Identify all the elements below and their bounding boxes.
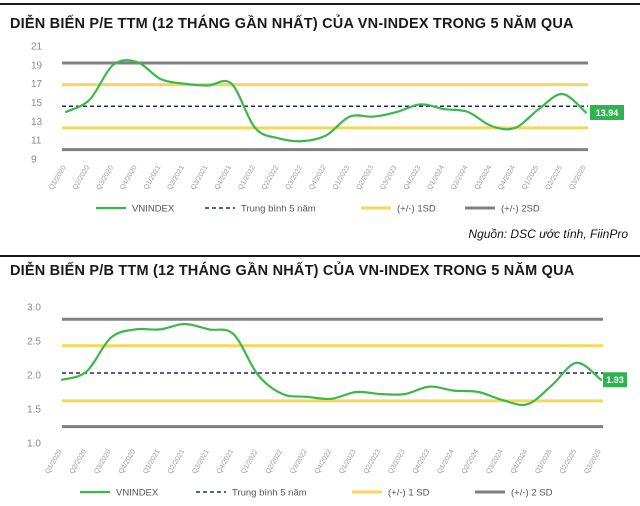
pb-x-tick-label: Q1/2022 (240, 448, 260, 475)
pb-x-tick-label: Q1/2021 (142, 448, 162, 475)
pb-x-tick-label: Q1/2025 (534, 448, 554, 475)
pb-vnindex-line (60, 322, 603, 407)
pb-x-tick-label: Q2/2022 (265, 448, 285, 475)
pb-y-tick-label: 1.5 (27, 405, 41, 416)
pb-chart-title: DIỄN BIẾN P/B TTM (12 THÁNG GẦN NHẤT) CỦ… (10, 263, 575, 279)
pe-vnindex-line (64, 59, 588, 143)
pb-x-tick-label: Q1/2020 (44, 448, 64, 475)
source-note: Nguồn: DSC ước tính, FiinPro (468, 227, 628, 241)
pe-legend-label-2: (+/-) 1SD (397, 204, 436, 215)
pb-x-tick-label: Q4/2020 (118, 448, 138, 475)
pb-x-tick-label: Q2/2023 (363, 448, 383, 475)
pb-x-tick-label: Q4/2022 (314, 448, 334, 475)
pb-x-tick-label: Q2/2025 (559, 448, 579, 475)
pb-y-tick-label: 2.5 (27, 337, 41, 348)
pb-x-tick-label: Q4/2023 (412, 448, 432, 475)
pe-y-tick-label: 11 (31, 136, 42, 147)
pb-last-value-label: 1.93 (606, 375, 624, 385)
pb-x-tick-label: Q2/2024 (461, 448, 481, 475)
pb-legend-label-1: Trung bình 5 năm (232, 488, 307, 499)
pb-x-tick-label: Q3/2022 (289, 448, 309, 475)
pb-legend-label-3: (+/-) 2 SD (511, 488, 553, 499)
pb-x-tick-label: Q4/2024 (510, 448, 530, 475)
pe-legend-label-3: (+/-) 2SD (501, 204, 540, 215)
pe-last-value-badge (590, 104, 624, 120)
pb-legend-label-0: VNINDEX (116, 488, 159, 499)
pb-x-tick-label: Q1/2024 (436, 448, 456, 475)
pe-y-tick-label: 15 (31, 98, 43, 109)
pb-last-value-badge (603, 372, 627, 388)
pe-y-tick-label: 13 (31, 117, 43, 128)
pb-x-tick-label: Q4/2021 (216, 448, 236, 475)
pe-legend-label-0: VNINDEX (132, 204, 175, 215)
pb-x-tick-label: Q3/2023 (387, 448, 407, 475)
pe-chart-title: DIỄN BIẾN P/E TTM (12 THÁNG GẦN NHẤT) CỦ… (10, 16, 574, 32)
pb-x-tick-label: Q3/2021 (191, 448, 211, 475)
section-divider (0, 255, 640, 257)
pb-x-tick-label: Q3/2024 (485, 448, 505, 475)
pb-y-tick-label: 1.0 (27, 439, 41, 450)
pb-x-tick-label: Q3/2020 (93, 448, 113, 475)
pb-x-tick-label: Q2/2021 (167, 448, 187, 475)
pb-y-tick-label: 3.0 (27, 303, 41, 314)
pe-y-tick-label: 21 (31, 42, 43, 53)
pb-legend-label-2: (+/-) 1 SD (388, 488, 430, 499)
pb-x-tick-label: Q2/2020 (69, 448, 89, 475)
pb-x-tick-label: Q1/2023 (338, 448, 358, 475)
pe-y-tick-label: 9 (31, 155, 37, 166)
pe-legend-label-1: Trung bình 5 năm (241, 204, 316, 215)
pe-y-tick-label: 19 (31, 60, 43, 71)
pe-y-tick-label: 17 (31, 79, 43, 90)
pb-y-tick-label: 2.0 (27, 371, 41, 382)
top-divider (0, 3, 640, 5)
pb-x-tick-label: Q3/2025 (583, 448, 603, 475)
pe-last-value-label: 13.94 (596, 108, 619, 118)
